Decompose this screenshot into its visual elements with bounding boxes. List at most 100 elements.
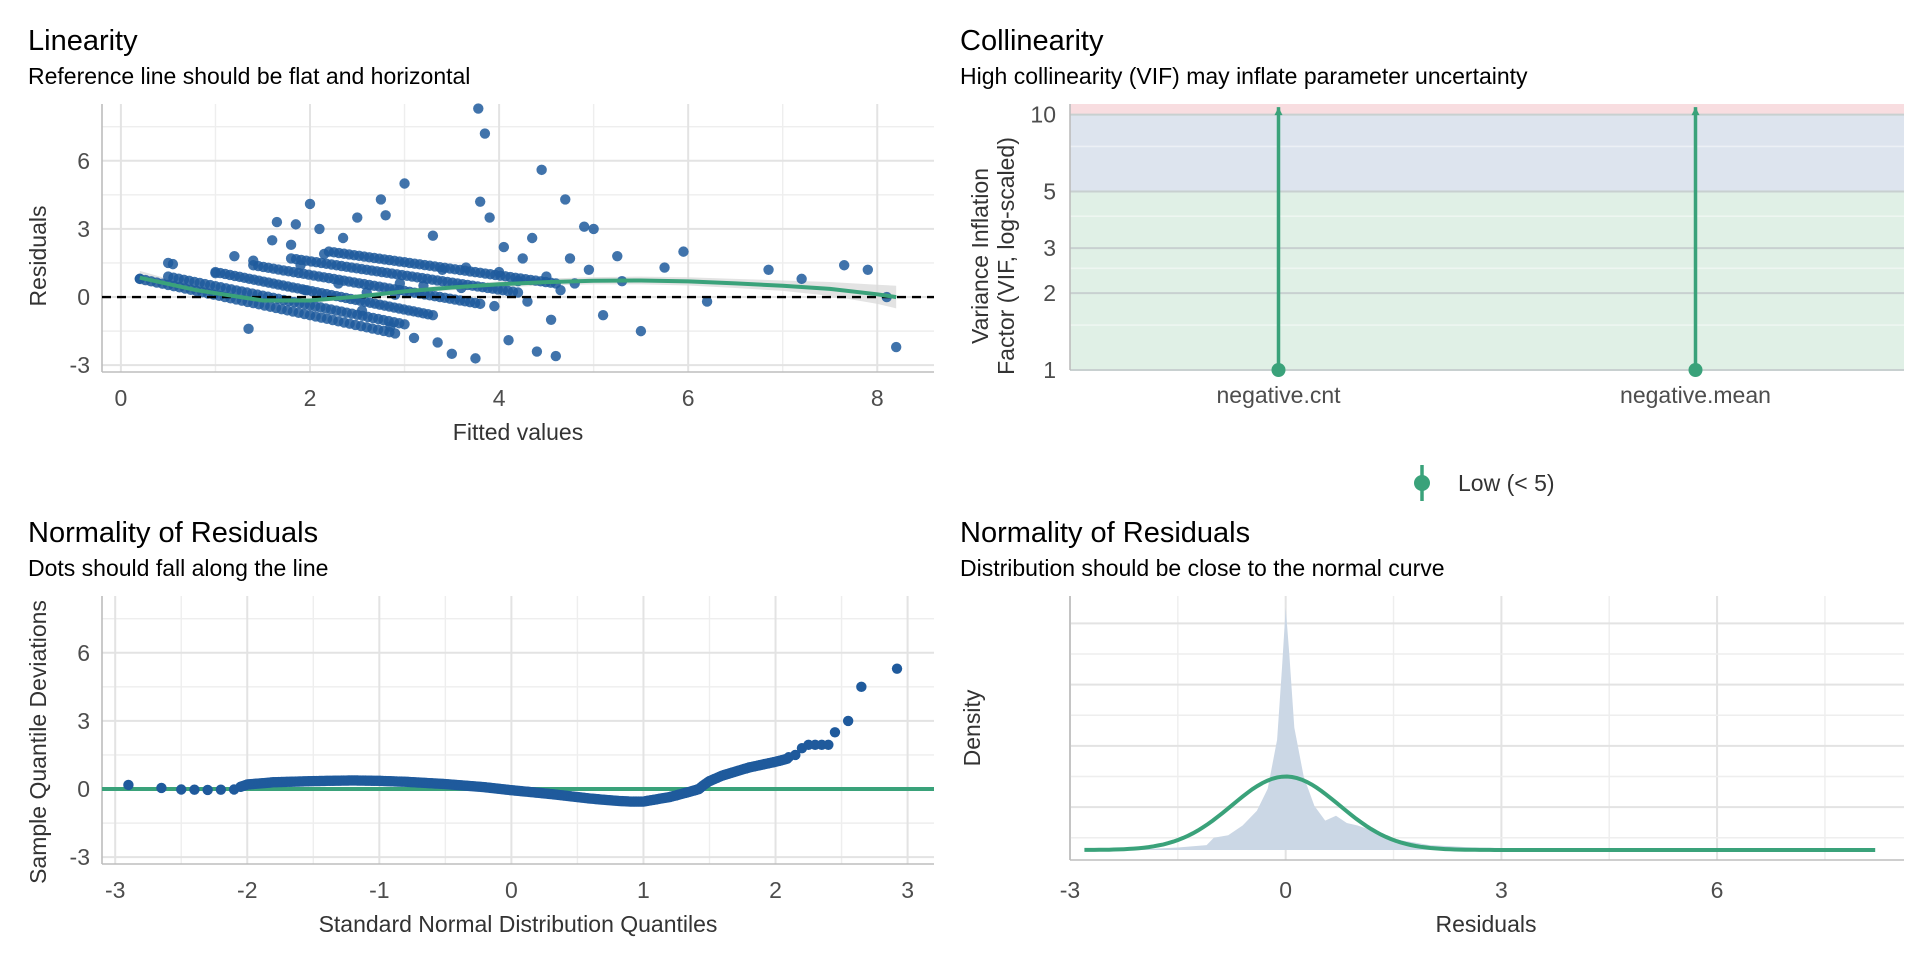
residual-point [473,103,484,114]
residual-point [597,310,609,321]
qq-y-tick: 0 [77,776,90,802]
residual-point [550,350,562,362]
density-subtitle: Distribution should be close to the norm… [960,555,1445,581]
residual-point [399,319,410,330]
linearity-y-tick: -3 [70,352,90,378]
residual-point [583,264,595,275]
residual-point [333,278,344,289]
linearity-x-tick: 0 [115,385,128,411]
qq-point [842,715,854,727]
vif-interval-arrow [1274,107,1283,116]
qq-x-label: Standard Normal Distribution Quantiles [319,911,718,937]
qq-point [829,727,841,738]
residual-point [489,300,500,312]
residual-point [243,323,254,335]
linearity-points [134,103,902,364]
collinearity-x-tick: negative.cnt [1216,382,1341,408]
residual-point [290,219,302,230]
residual-point [526,232,538,244]
qq-x-tick: 2 [769,877,782,903]
vif-interval-arrow [1691,107,1700,116]
qq-points [123,663,903,807]
density-title: Normality of Residuals [960,517,1250,549]
vif-zones [1070,104,1904,370]
density-y-label: Density [959,689,985,766]
qq-x-tick: 0 [505,877,518,903]
residual-point [479,128,491,139]
residual-point [460,262,472,273]
qq-x-tick: 3 [901,877,914,903]
residual-point [427,230,439,241]
residual-point [498,241,510,253]
residual-point [470,353,481,364]
qq-point [202,784,213,796]
collinearity-grid [1069,104,1904,371]
qq-x-tick: -1 [369,877,389,903]
residual-point [437,264,448,275]
residual-point [385,321,396,332]
residual-point [375,194,387,205]
linearity-y-tick: 3 [77,216,90,242]
residual-point [545,314,557,325]
linearity-y-label: Residuals [25,206,51,307]
collinearity-y-label-line1: Variance Inflation [967,168,993,344]
residual-point [271,216,283,228]
qq-point [856,681,867,693]
residual-point [588,223,599,235]
qq-point [176,784,187,795]
qq-y-label: Sample Quantile Deviations [25,600,51,884]
linearity-x-tick: 2 [304,385,317,411]
collinearity-y-tick: 3 [1043,235,1056,261]
residual-point [541,271,552,282]
residual-point [564,253,576,264]
linearity-panel: Linearity Reference line should be flat … [25,25,934,445]
residual-point [295,260,306,271]
residual-point [229,250,240,262]
collinearity-y-tick: 5 [1043,178,1056,204]
collinearity-x-tick: negative.mean [1620,382,1771,408]
residual-point [484,212,495,223]
residual-point [763,264,774,275]
residual-point [352,212,363,223]
linearity-x-tick: 8 [871,385,884,411]
qq-point [790,749,801,761]
residual-point [474,298,486,310]
linearity-x-label: Fitted values [453,419,583,445]
vif-intervals [1271,107,1703,377]
linearity-y-tick: 6 [77,148,90,174]
residual-point [503,335,514,346]
vif-zone-low [1070,191,1904,370]
residual-point [678,246,689,257]
collinearity-title: Collinearity [960,25,1104,57]
qq-x-tick: -3 [105,877,125,903]
residual-point [318,248,330,260]
qq-point [123,779,134,791]
qq-x-tick: -2 [237,877,257,903]
residual-point [356,305,368,316]
residual-point [531,346,543,357]
qq-point [156,782,167,794]
density-x-label: Residuals [1436,911,1537,937]
vif-zone-moderate [1070,114,1904,192]
residual-point [536,164,547,176]
legend-label: Low (< 5) [1458,470,1555,496]
residual-point [399,178,410,189]
residual-point [862,264,874,275]
linearity-x-tick: 4 [493,385,506,411]
residual-point [446,348,458,360]
residual-point [701,296,713,307]
collinearity-y-tick: 10 [1030,102,1056,128]
qq-point [189,784,200,795]
qq-point [891,663,903,674]
residual-point [522,296,533,307]
density-x-tick: 6 [1711,877,1724,903]
qq-y-tick: 3 [77,708,90,734]
residual-point [266,235,278,246]
residual-point [408,332,420,344]
qq-grid [101,596,934,865]
residual-point [427,310,439,321]
linearity-title: Linearity [28,25,138,57]
qq-panel: Normality of Residuals Dots should fall … [25,517,934,937]
residual-point [380,210,391,221]
residual-point [659,262,670,273]
